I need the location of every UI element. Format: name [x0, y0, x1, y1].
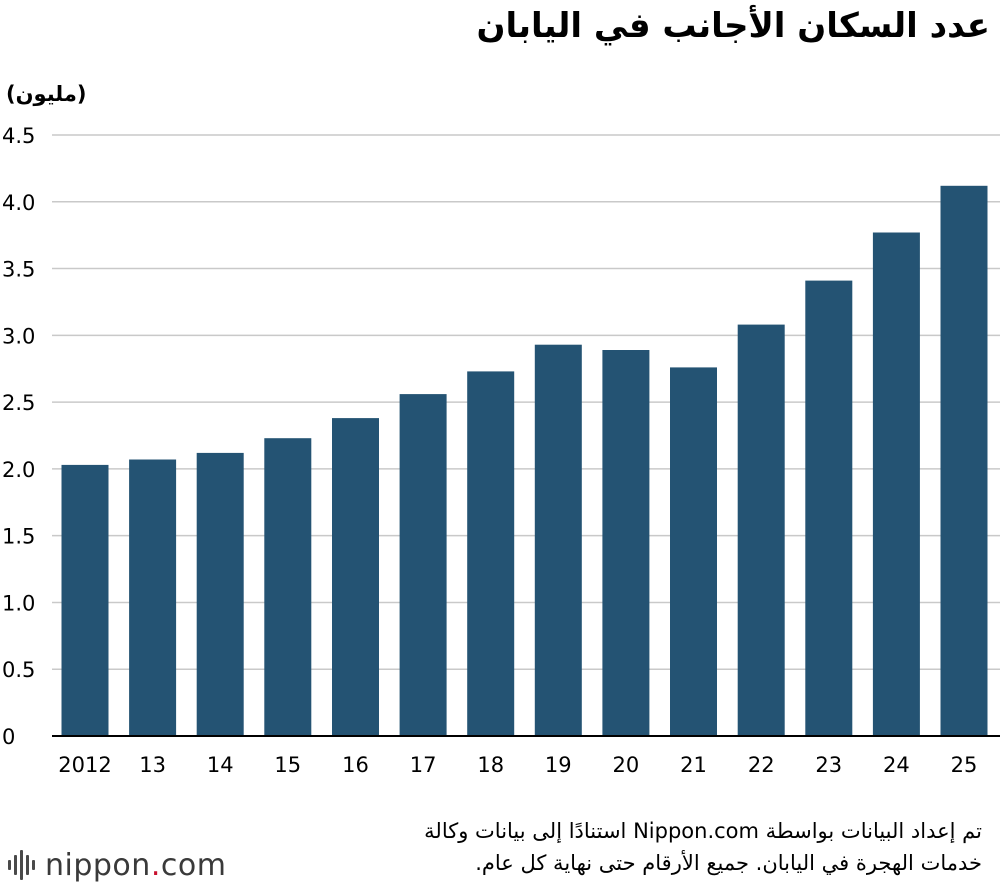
bar-23 [805, 280, 853, 736]
x-tick-label: 23 [815, 753, 842, 777]
chart-title: عدد السكان الأجانب في اليابان [476, 6, 990, 46]
logo-wordmark: nippon.com [45, 848, 226, 883]
x-tick-label: 25 [951, 753, 978, 777]
bar-15 [264, 438, 312, 736]
bar-16 [332, 418, 379, 736]
gridlines [52, 134, 1000, 670]
y-tick-label: 2.5 [2, 391, 35, 415]
bar-13 [129, 459, 177, 736]
x-tick-label: 22 [748, 753, 775, 777]
bar-19 [534, 344, 582, 736]
x-tick-label: 15 [274, 753, 301, 777]
bar-22 [737, 324, 785, 736]
bar-21 [670, 367, 717, 736]
bars [61, 185, 988, 737]
logo-mark-icon [8, 850, 35, 880]
x-tick-label: 13 [139, 753, 166, 777]
source-note: تم إعداد البيانات بواسطة Nippon.com استن… [424, 819, 982, 875]
y-tick-label: 0 [2, 725, 15, 749]
bar-chart: 0 0.5 1.0 1.5 2.0 2.5 3.0 3.5 4.0 4.5 2012 13 14 15 1… [2, 124, 1000, 777]
bar-24 [872, 232, 920, 736]
y-tick-labels: 0 0.5 1.0 1.5 2.0 2.5 3.0 3.5 4.0 4.5 [2, 124, 35, 749]
logo-brand: nippon [45, 847, 151, 883]
x-tick-label: 17 [410, 753, 437, 777]
x-tick-label: 14 [207, 753, 234, 777]
bar-18 [467, 371, 515, 736]
y-tick-label: 2.0 [2, 458, 35, 482]
bar-17 [399, 394, 447, 736]
x-tick-label: 19 [545, 753, 572, 777]
logo-suffix: com [160, 847, 227, 883]
y-tick-label: 4.0 [2, 191, 35, 215]
nippon-logo[interactable]: nippon.com [8, 845, 226, 885]
y-tick-label: 1.5 [2, 525, 35, 549]
x-tick-label: 18 [477, 753, 504, 777]
x-tick-labels: 2012 13 14 15 16 17 18 19 20 21 22 23 24 25 [58, 753, 977, 777]
x-tick-label: 21 [680, 753, 707, 777]
bar-14 [196, 452, 244, 736]
y-tick-label: 3.5 [2, 258, 35, 282]
y-tick-label: 3.0 [2, 324, 35, 348]
logo-dot: . [150, 847, 161, 883]
x-tick-label: 20 [613, 753, 640, 777]
bar-2012 [61, 464, 109, 736]
y-tick-label: 0.5 [2, 658, 35, 682]
x-tick-label: 24 [883, 753, 910, 777]
x-tick-label: 2012 [58, 753, 111, 777]
y-tick-label: 1.0 [2, 591, 35, 615]
y-axis-unit-label: (مليون) [6, 82, 87, 106]
x-tick-label: 16 [342, 753, 369, 777]
bar-25 [940, 185, 988, 737]
bar-20 [602, 350, 650, 736]
y-tick-label: 4.5 [2, 124, 35, 148]
